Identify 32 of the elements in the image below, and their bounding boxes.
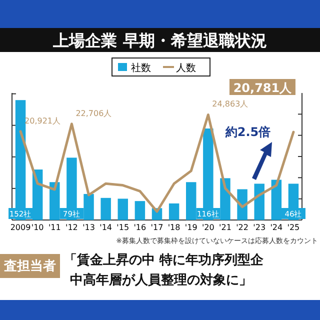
x-tick-label: '25 (287, 223, 300, 232)
bar (168, 203, 180, 220)
x-tick-label: '14 (100, 223, 112, 232)
x-tick-label: '16 (134, 223, 146, 232)
x-tick-label: '22 (236, 223, 248, 232)
x-tick-label: '10 (31, 223, 44, 232)
x-tick-label: '24 (270, 223, 283, 232)
x-tick-label: '13 (82, 223, 95, 232)
annotation: 約2.5倍 (224, 125, 271, 139)
x-tick-label: '17 (150, 223, 164, 232)
x-tick-label: '23 (253, 223, 266, 232)
x-tick-label: 2009 (10, 223, 31, 232)
text: 「賃金上昇の中 特に年功序列型企 (64, 252, 265, 268)
x-tick-label: '19 (184, 223, 198, 232)
bar (134, 201, 146, 220)
x-tick-label: '15 (116, 223, 130, 232)
bar (118, 198, 128, 220)
x-tick-label: '21 (219, 223, 232, 232)
x-tick-label: '12 (66, 223, 78, 232)
x-tick-label: '20 (202, 223, 214, 232)
chart-title: 上場企業 早期・希望退職状況 (52, 31, 267, 50)
legend-label: 社数 (131, 62, 151, 74)
bar (254, 184, 264, 220)
data-label: 22,706人 (76, 108, 112, 118)
bar (100, 198, 111, 220)
text: 中高年層が人員整理の対象に」 (70, 272, 252, 288)
x-tick-label: '18 (168, 223, 180, 232)
data-label: 20,781人 (233, 81, 293, 95)
data-label: 24,863人 (212, 100, 248, 109)
text: 査担当者 (3, 259, 56, 274)
legend-label: 人数 (176, 63, 196, 74)
x-tick-label: '11 (48, 223, 61, 232)
